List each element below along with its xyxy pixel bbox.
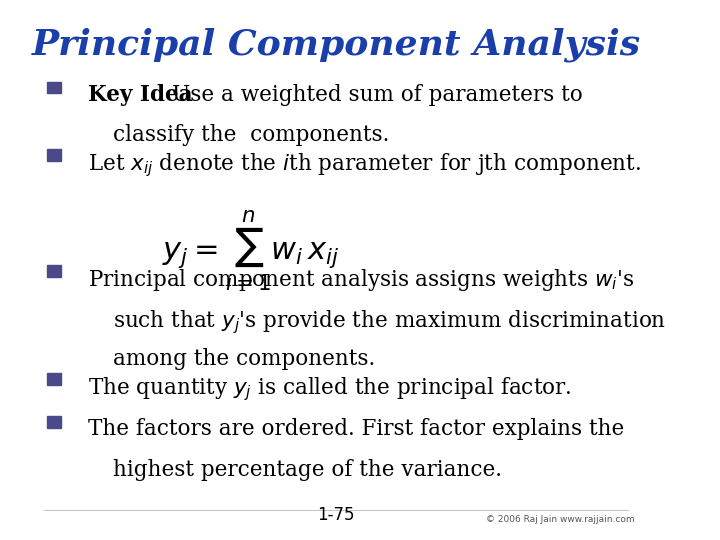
Text: such that $y_j$'s provide the maximum discrimination: such that $y_j$'s provide the maximum di…: [112, 308, 666, 335]
Text: among the components.: among the components.: [112, 348, 375, 370]
Bar: [48, 265, 61, 277]
Bar: [48, 416, 61, 428]
Bar: [48, 373, 61, 385]
Text: Principal Component Analysis: Principal Component Analysis: [32, 27, 641, 62]
Bar: [48, 82, 61, 93]
Bar: [48, 149, 61, 161]
Text: highest percentage of the variance.: highest percentage of the variance.: [112, 459, 502, 481]
Text: Key Idea: Key Idea: [88, 84, 192, 106]
Text: 1-75: 1-75: [318, 506, 355, 524]
Text: The factors are ordered. First factor explains the: The factors are ordered. First factor ex…: [88, 418, 624, 441]
Text: © 2006 Raj Jain www.rajjain.com: © 2006 Raj Jain www.rajjain.com: [485, 515, 634, 524]
Text: Principal component analysis assigns weights $w_i$'s: Principal component analysis assigns wei…: [88, 267, 634, 293]
Text: The quantity $y_j$ is called the principal factor.: The quantity $y_j$ is called the princip…: [88, 375, 571, 403]
Text: Let $x_{ij}$ denote the $\mathit{i}$th parameter for jth component.: Let $x_{ij}$ denote the $\mathit{i}$th p…: [88, 151, 641, 179]
Text: $y_j = \sum_{i=1}^{n} w_i\, x_{ij}$: $y_j = \sum_{i=1}^{n} w_i\, x_{ij}$: [162, 208, 340, 293]
Text: : Use a weighted sum of parameters to: : Use a weighted sum of parameters to: [158, 84, 582, 106]
Text: classify the  components.: classify the components.: [112, 124, 389, 146]
